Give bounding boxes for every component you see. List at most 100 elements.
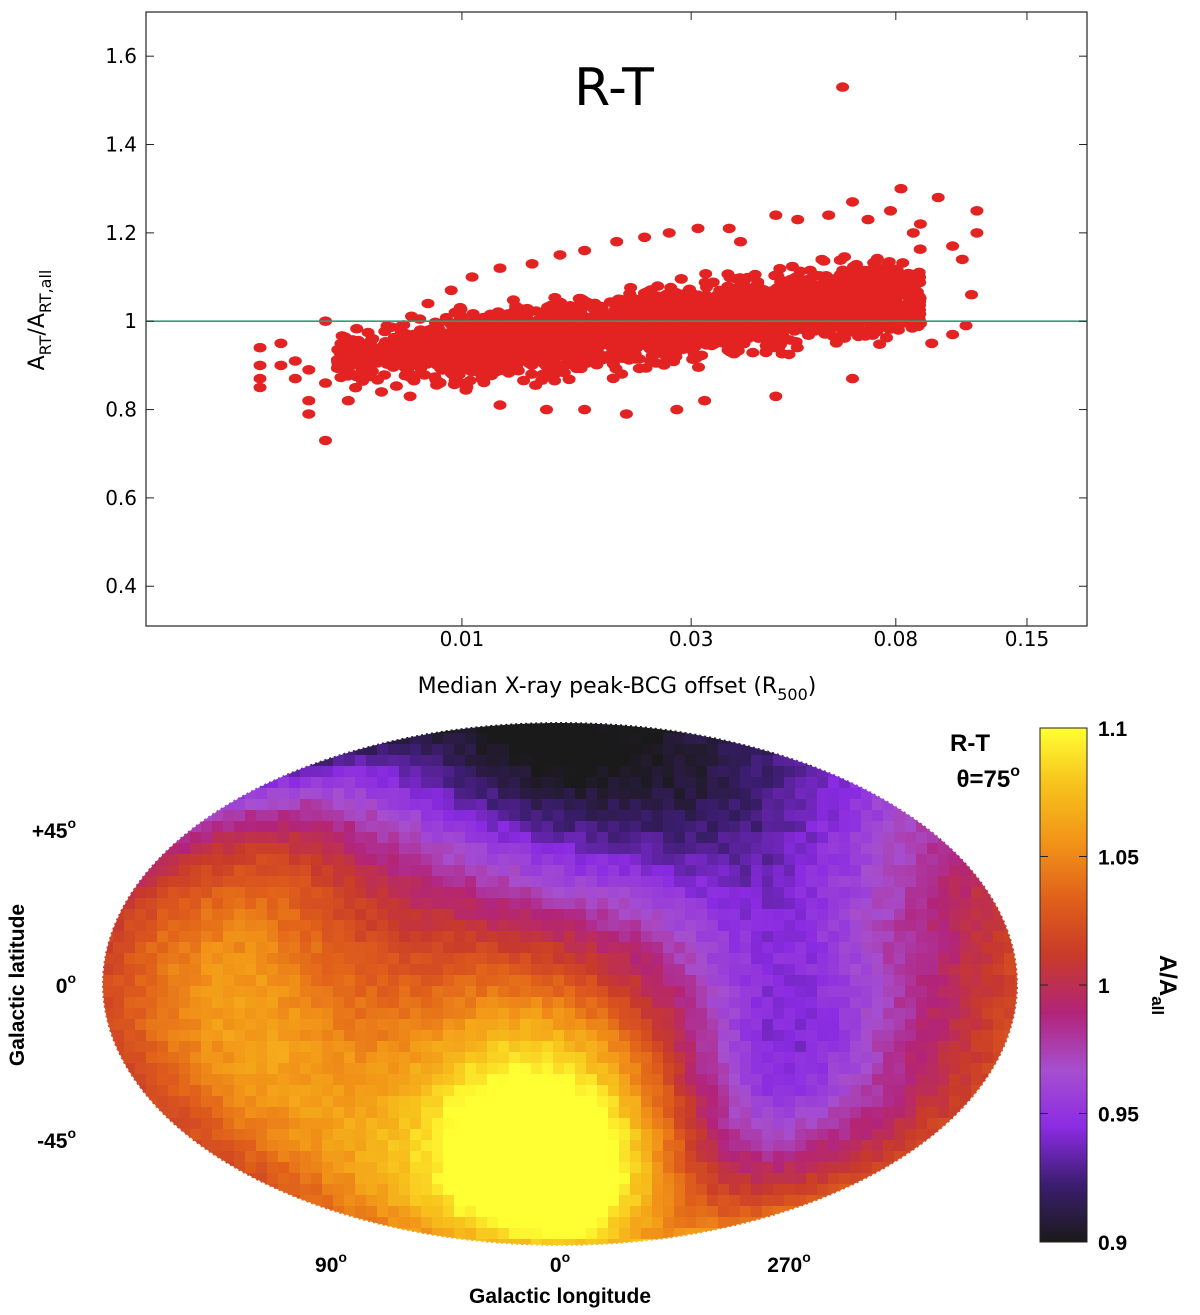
map-cell-542 — [454, 832, 466, 844]
scatter-point-2483 — [331, 344, 345, 355]
map-cell-1170 — [487, 920, 499, 932]
map-cell-908 — [311, 887, 323, 899]
map-cell-1566 — [234, 975, 246, 987]
map-cell-1565 — [223, 975, 235, 987]
map-cell-1711 — [905, 986, 917, 998]
map-cell-1024 — [696, 898, 708, 910]
scatter-point-2154 — [657, 345, 671, 355]
map-cell-1081 — [421, 909, 433, 921]
map-cell-555 — [597, 832, 609, 844]
map-cell-250 — [795, 777, 807, 789]
map-cell-83 — [586, 744, 598, 756]
map-cell-637 — [707, 843, 719, 855]
map-cell-2095 — [509, 1041, 521, 1053]
map-cell-514 — [916, 821, 928, 833]
map-cell-467 — [399, 821, 411, 833]
map-cell-1015 — [597, 898, 609, 910]
map-cell-1654 — [278, 986, 290, 998]
map-cell-600 — [300, 843, 312, 855]
map-cell-1651 — [245, 986, 257, 998]
map-cell-447 — [179, 821, 191, 833]
map-cell-1797 — [927, 997, 939, 1009]
map-cell-893 — [146, 887, 158, 899]
map-cell-1458 — [894, 953, 906, 965]
map-cell-313 — [850, 788, 862, 800]
map-cell-924 — [487, 887, 499, 899]
map-cell-91 — [674, 744, 686, 756]
map-cell-1899 — [201, 1019, 213, 1031]
scatter-point-2165 — [657, 326, 671, 337]
map-cell-437 — [817, 810, 829, 822]
map-cell-493 — [685, 821, 697, 833]
map-cell-784 — [674, 865, 686, 877]
map-cell-1588 — [476, 975, 488, 987]
map-cell-1372 — [872, 942, 884, 954]
map-cell-1407 — [333, 953, 345, 965]
map-cell-685 — [421, 854, 433, 866]
map-cell-1219 — [113, 931, 125, 943]
map-cell-244 — [729, 777, 741, 789]
map-cell-456 — [278, 821, 290, 833]
scatter-point-2096 — [622, 340, 636, 351]
map-cell-788 — [718, 865, 730, 877]
map-cell-1682 — [586, 986, 598, 998]
map-cell-1046 — [938, 898, 950, 910]
map-cell-408 — [498, 810, 510, 822]
map-cell-1306 — [146, 942, 158, 954]
scatter-point-2164 — [560, 322, 574, 333]
map-cell-2078 — [322, 1041, 334, 1053]
y-tick-label-2: 0.8 — [105, 398, 137, 422]
map-cell-1947 — [729, 1019, 741, 1031]
map-cell-1761 — [531, 997, 543, 1009]
map-cell-2081 — [355, 1041, 367, 1053]
map-cell-2071 — [245, 1041, 257, 1053]
map-cell-1741 — [311, 997, 323, 1009]
scatter-point-1567 — [815, 254, 829, 265]
map-cell-1731 — [201, 997, 213, 1009]
map-cell-1138 — [135, 920, 147, 932]
map-cell-293 — [630, 788, 642, 800]
map-cell-1326 — [366, 942, 378, 954]
map-cell-824 — [256, 876, 268, 888]
map-cell-1242 — [366, 931, 378, 943]
map-cell-2207 — [839, 1052, 851, 1064]
scatter-point-2051 — [674, 274, 688, 284]
map-cell-1336 — [476, 942, 488, 954]
map-cell-1132 — [982, 909, 994, 921]
map-cell-305 — [762, 788, 774, 800]
map-cell-1817 — [223, 1008, 235, 1020]
map-cell-2195 — [707, 1052, 719, 1064]
map-cell-1704 — [828, 986, 840, 998]
map-cell-844 — [476, 876, 488, 888]
map-cell-1243 — [377, 931, 389, 943]
map-cell-1465 — [971, 953, 983, 965]
scatter-point-2481 — [449, 342, 463, 353]
map-cell-2191 — [663, 1052, 675, 1064]
map-cell-698 — [564, 854, 576, 866]
map-cell-879 — [861, 876, 873, 888]
map-cell-497 — [729, 821, 741, 833]
map-cell-444 — [894, 810, 906, 822]
map-cell-491 — [663, 821, 675, 833]
map-cell-990 — [322, 898, 334, 910]
map-cell-205 — [300, 777, 312, 789]
map-cell-2170 — [432, 1052, 444, 1064]
map-cell-2228 — [168, 1063, 180, 1075]
map-cell-1590 — [498, 975, 510, 987]
map-cell-1393 — [179, 953, 191, 965]
map-cell-190 — [740, 766, 752, 778]
map-cell-453 — [245, 821, 257, 833]
map-cell-1902 — [234, 1019, 246, 1031]
map-cell-1055 — [135, 909, 147, 921]
map-cell-2149 — [201, 1052, 213, 1064]
map-cell-2151 — [223, 1052, 235, 1064]
map-cell-2145 — [157, 1052, 169, 1064]
map-cell-2021 — [619, 1030, 631, 1042]
scatter-point-2044 — [849, 263, 863, 274]
map-cell-2001 — [399, 1030, 411, 1042]
map-cell-899 — [212, 887, 224, 899]
map-cell-1594 — [542, 975, 554, 987]
map-cell-579 — [861, 832, 873, 844]
map-cell-143 — [762, 755, 774, 767]
map-cell-932 — [575, 887, 587, 899]
